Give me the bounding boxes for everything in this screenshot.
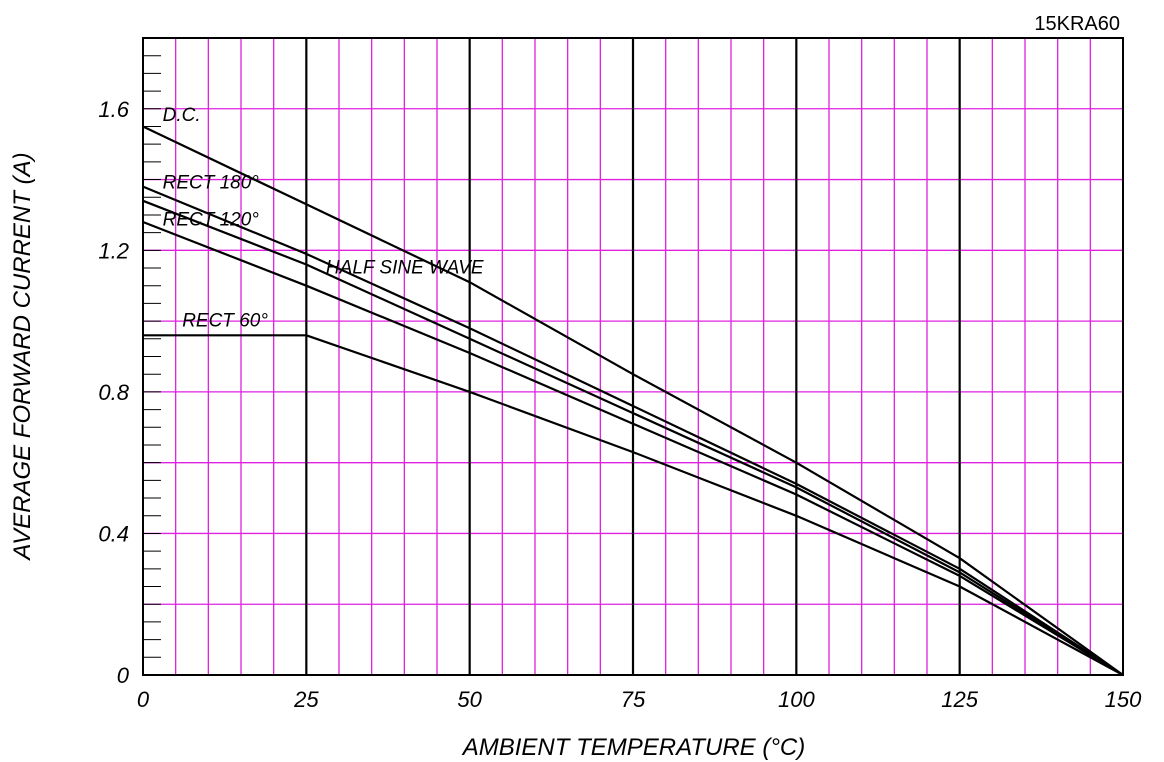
x-tick-label: 125	[941, 687, 978, 712]
curve-labels: D.C. RECT 180° RECT 120° HALF SINE WAVE RECT…	[163, 105, 484, 331]
y-tick-label: 0.8	[98, 380, 129, 405]
y-tick-labels: 0 0.4 0.8 1.2 1.6	[98, 97, 129, 688]
x-tick-labels: 0 25 50 75 100 125 150	[137, 687, 1142, 712]
curve-label-2: RECT 120°	[163, 210, 260, 231]
curve-label-4: RECT 60°	[182, 310, 268, 331]
curve-label-3: HALF SINE WAVE	[326, 257, 484, 278]
x-tick-label: 100	[778, 687, 815, 712]
y-tick-label: 1.2	[98, 238, 129, 263]
part-number: 15KRA60	[1034, 13, 1120, 35]
y-minor-ticks	[143, 55, 161, 658]
series-lines	[142, 125, 1124, 676]
curve-label-1: RECT 180°	[163, 172, 260, 193]
x-tick-label: 25	[293, 687, 319, 712]
x-axis-title: AMBIENT TEMPERATURE (°C)	[461, 734, 806, 761]
series-line-0	[142, 125, 1124, 676]
x-tick-label: 75	[621, 687, 646, 712]
x-tick-label: 50	[457, 687, 482, 712]
series-line-4	[143, 334, 1124, 676]
x-tick-label: 150	[1105, 687, 1142, 712]
plot-frame	[142, 37, 1124, 676]
y-tick-label: 0.4	[98, 521, 129, 546]
y-axis-title: AVERAGE FORWARD CURRENT (A)	[9, 152, 36, 561]
x-tick-label: 0	[137, 687, 150, 712]
series-line-2	[142, 199, 1124, 676]
y-tick-label: 0	[117, 663, 130, 688]
y-tick-label: 1.6	[98, 97, 129, 122]
curve-label-0: D.C.	[163, 105, 201, 126]
series-line-3	[142, 220, 1124, 676]
series-line-1	[142, 185, 1124, 676]
